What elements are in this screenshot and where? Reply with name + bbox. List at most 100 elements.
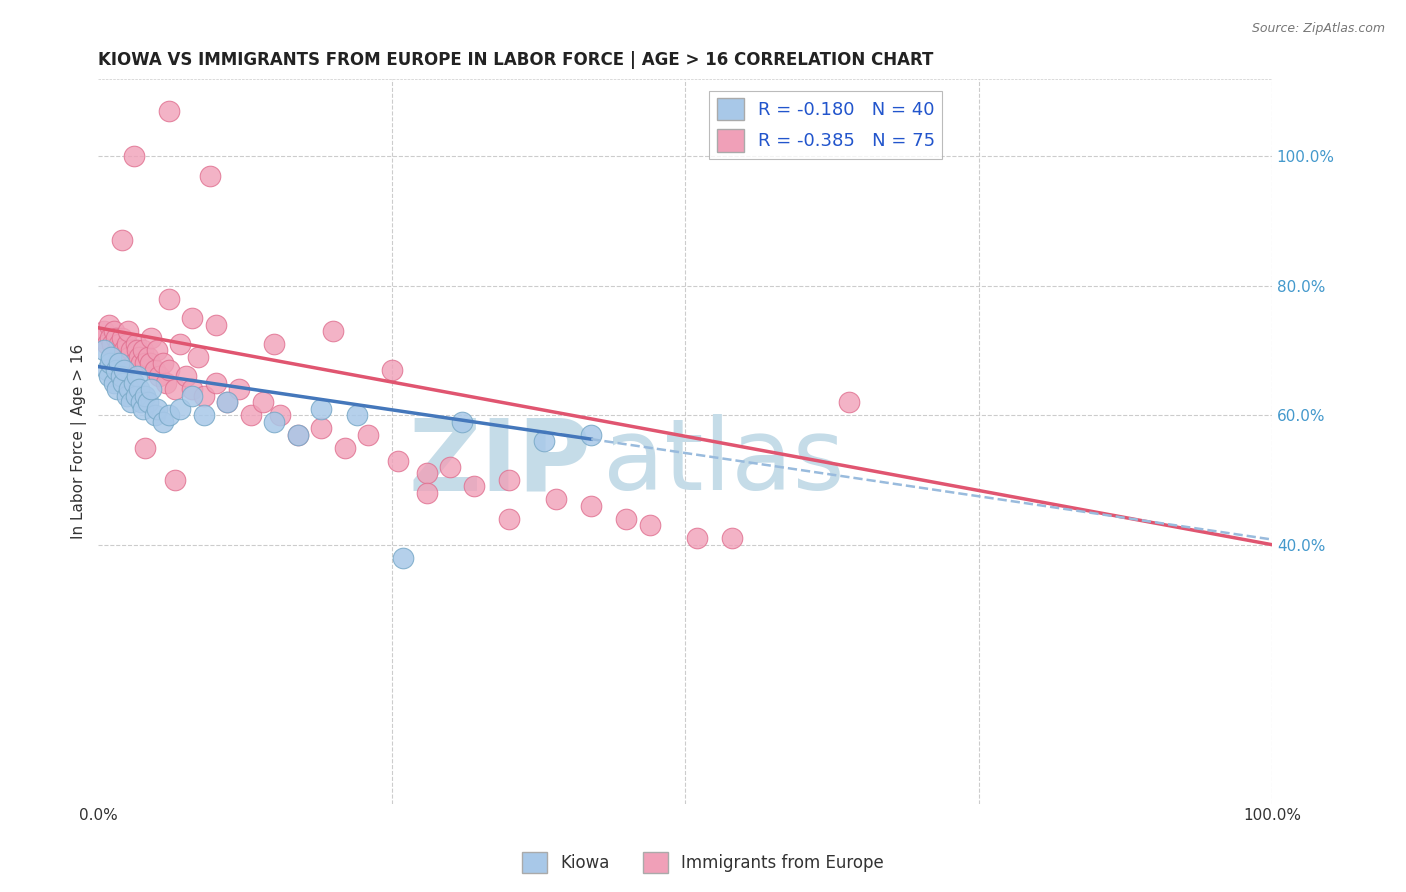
Point	[93, 343, 115, 358]
Point	[146, 401, 169, 416]
Text: atlas: atlas	[603, 415, 845, 511]
Point	[157, 363, 180, 377]
Point	[122, 376, 145, 390]
Point	[122, 356, 145, 370]
Point	[101, 337, 124, 351]
Point	[311, 421, 333, 435]
Point	[143, 408, 166, 422]
Legend: R = -0.180   N = 40, R = -0.385   N = 75: R = -0.180 N = 40, R = -0.385 N = 75	[710, 91, 942, 159]
Point	[112, 343, 135, 358]
Point	[533, 434, 555, 448]
Point	[157, 292, 180, 306]
Point	[115, 389, 138, 403]
Point	[103, 376, 125, 390]
Point	[108, 356, 131, 370]
Point	[287, 427, 309, 442]
Point	[616, 512, 638, 526]
Point	[96, 337, 118, 351]
Point	[239, 408, 262, 422]
Point	[115, 337, 138, 351]
Text: KIOWA VS IMMIGRANTS FROM EUROPE IN LABOR FORCE | AGE > 16 CORRELATION CHART: KIOWA VS IMMIGRANTS FROM EUROPE IN LABOR…	[98, 51, 934, 69]
Point	[143, 363, 166, 377]
Y-axis label: In Labor Force | Age > 16: In Labor Force | Age > 16	[72, 343, 87, 539]
Point	[90, 330, 112, 344]
Point	[146, 343, 169, 358]
Point	[129, 356, 152, 370]
Text: Source: ZipAtlas.com: Source: ZipAtlas.com	[1251, 22, 1385, 36]
Point	[357, 427, 380, 442]
Point	[416, 486, 439, 500]
Point	[96, 363, 118, 377]
Point	[439, 460, 461, 475]
Point	[111, 376, 134, 390]
Point	[134, 441, 156, 455]
Point	[581, 427, 603, 442]
Point	[204, 318, 226, 332]
Point	[110, 350, 132, 364]
Point	[105, 343, 128, 358]
Point	[155, 376, 177, 390]
Point	[100, 350, 122, 364]
Point	[838, 395, 860, 409]
Point	[132, 343, 155, 358]
Point	[193, 408, 215, 422]
Point	[263, 337, 285, 351]
Point	[141, 330, 163, 344]
Point	[139, 356, 162, 370]
Point	[136, 350, 159, 364]
Point	[128, 382, 150, 396]
Point	[451, 415, 474, 429]
Point	[152, 415, 174, 429]
Point	[125, 343, 148, 358]
Point	[463, 479, 485, 493]
Point	[181, 311, 204, 326]
Point	[392, 550, 415, 565]
Point	[498, 512, 520, 526]
Point	[108, 337, 131, 351]
Point	[269, 408, 291, 422]
Point	[181, 389, 204, 403]
Point	[129, 395, 152, 409]
Point	[198, 169, 221, 183]
Point	[125, 369, 148, 384]
Point	[217, 395, 239, 409]
Point	[118, 382, 141, 396]
Point	[187, 350, 209, 364]
Point	[134, 389, 156, 403]
Point	[104, 363, 127, 377]
Point	[287, 427, 309, 442]
Point	[252, 395, 274, 409]
Point	[97, 318, 120, 332]
Point	[157, 408, 180, 422]
Point	[112, 363, 135, 377]
Point	[381, 363, 404, 377]
Point	[638, 518, 661, 533]
Point	[686, 531, 709, 545]
Point	[148, 369, 170, 384]
Point	[163, 473, 186, 487]
Point	[204, 376, 226, 390]
Point	[176, 369, 198, 384]
Point	[117, 324, 139, 338]
Point	[118, 350, 141, 364]
Point	[416, 467, 439, 481]
Point	[97, 369, 120, 384]
Point	[311, 401, 333, 416]
Point	[322, 324, 344, 338]
Point	[125, 389, 148, 403]
Point	[193, 389, 215, 403]
Point	[181, 382, 204, 396]
Point	[136, 395, 159, 409]
Point	[122, 149, 145, 163]
Point	[228, 382, 250, 396]
Point	[498, 473, 520, 487]
Text: ZIP: ZIP	[408, 415, 592, 511]
Point	[132, 401, 155, 416]
Point	[98, 356, 121, 370]
Point	[169, 337, 191, 351]
Point	[125, 337, 148, 351]
Point	[387, 453, 409, 467]
Point	[104, 330, 127, 344]
Point	[93, 324, 115, 338]
Point	[169, 401, 191, 416]
